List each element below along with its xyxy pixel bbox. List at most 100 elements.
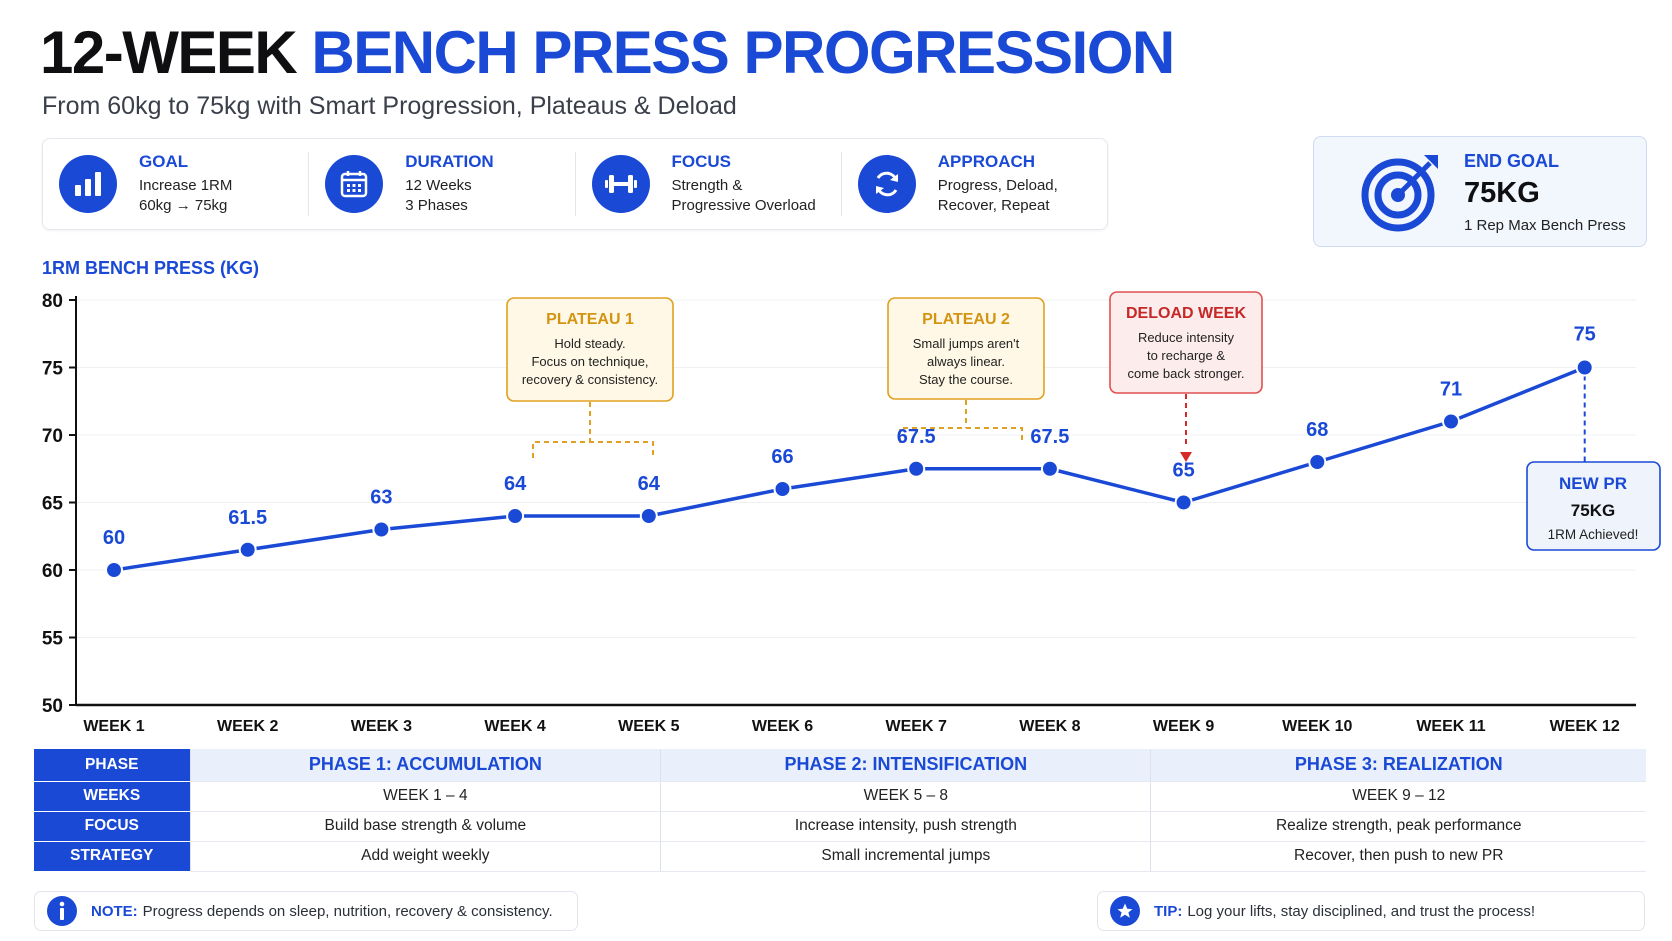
phase-2-weeks: WEEK 5 – 8 [660,781,1151,812]
data-label: 67.5 [897,426,936,448]
info-approach: APPROACH Progress, Deload, Recover, Repe… [842,152,1107,216]
x-tick-label: WEEK 9 [1153,718,1214,735]
row-header-strategy: STRATEGY [34,841,190,872]
plateau-1-text: Hold steady. [554,336,625,351]
tip-text: Log your lifts, stay disciplined, and tr… [1187,902,1536,920]
data-label: 65 [1172,460,1194,482]
data-label: 61.5 [228,507,267,529]
phase-3-focus: Realize strength, peak performance [1150,811,1646,842]
y-tick-label: 50 [42,696,63,717]
new-pr-text: 1RM Achieved! [1548,527,1639,542]
x-tick-label: WEEK 1 [83,718,144,735]
info-goal-line2: 60kg → 75kg [139,197,228,214]
x-tick-label: WEEK 5 [618,718,679,735]
end-goal-card: END GOAL 75KG 1 Rep Max Bench Press [1313,136,1647,247]
bar-chart-icon [59,155,117,213]
plateau-2-text: always linear. [927,354,1005,369]
row-header-phase: PHASE [34,749,190,782]
data-label: 64 [504,473,527,495]
info-focus-label: FOCUS [671,152,732,171]
info-focus: FOCUS Strength & Progressive Overload [576,152,842,216]
data-point [907,459,926,478]
data-point [238,540,257,559]
deload-box [1109,291,1263,394]
x-tick-label: WEEK 8 [1019,718,1080,735]
phase-1-weeks: WEEK 1 – 4 [189,781,661,812]
page-subtitle: From 60kg to 75kg with Smart Progression… [42,92,737,120]
series-line [113,365,1586,572]
phase-1-name: PHASE 1: ACCUMULATION [189,749,661,782]
row-header-focus: FOCUS [34,811,190,842]
info-focus-line1: Strength & [671,177,743,194]
x-tick-label: WEEK 6 [752,718,813,735]
data-label: 64 [638,473,661,495]
info-approach-label: APPROACH [937,152,1036,171]
deload-text: to recharge & [1147,348,1225,363]
info-duration-line2: 3 Phases [405,197,468,214]
y-tick-label: 70 [42,426,63,447]
phase-3-weeks: WEEK 9 – 12 [1150,781,1646,812]
data-label: 71 [1440,379,1462,401]
new-pr-box [1526,461,1661,551]
focus-row: FOCUS Build base strength & volume Incre… [34,811,1646,842]
deload-text: Reduce intensity [1138,330,1235,345]
end-goal-value: 75KG [1464,177,1540,209]
data-point [773,480,792,498]
info-approach-line2: Recover, Repeat [937,197,1050,214]
row-header-weeks: WEEKS [34,781,190,812]
plateau-1-box [506,297,674,402]
star-icon [1110,896,1140,926]
plateau-2-connector [899,400,1023,443]
info-focus-line2: Progressive Overload [671,197,816,214]
info-goal: GOAL Increase 1RM 60kg → 75kg [43,152,310,216]
x-tick-label: WEEK 12 [1550,718,1620,735]
x-tick-label: WEEK 7 [886,718,947,735]
info-duration-label: DURATION [405,152,494,171]
deload-arrow [1180,452,1192,462]
y-tick-label: 60 [42,561,63,582]
x-tick-label: WEEK 11 [1416,718,1485,735]
deload-title: DELOAD WEEK [1126,305,1246,322]
phase-1-focus: Build base strength & volume [189,811,661,842]
note-label: NOTE: [91,902,138,920]
phase-1-strategy: Add weight weekly [189,841,661,872]
info-goal-line1: Increase 1RM [139,177,233,194]
data-point [1308,453,1327,471]
data-point [372,520,391,539]
data-label: 66 [771,446,793,468]
dumbbell-icon [591,155,650,213]
phase-2-name: PHASE 2: INTENSIFICATION [660,749,1151,782]
chart-title: 1RM BENCH PRESS (KG) [42,258,260,278]
deload-text: come back stronger. [1127,366,1244,381]
y-tick-label: 65 [42,494,64,515]
note-text: Progress depends on sleep, nutrition, re… [142,902,553,920]
phase-3-name: PHASE 3: REALIZATION [1150,749,1646,782]
data-point [1174,493,1193,512]
plateau-1-connector [532,402,654,458]
tip-box: TIP: Log your lifts, stay disciplined, a… [1097,891,1645,931]
phase-3-strategy: Recover, then push to new PR [1150,841,1646,872]
plateau-2-box [887,297,1045,400]
note-box: NOTE: Progress depends on sleep, nutriti… [34,891,578,931]
target-icon [1361,155,1438,232]
data-point [1442,412,1460,431]
data-label: 60 [103,527,125,549]
info-duration: DURATION 12 Weeks 3 Phases [309,152,576,216]
data-point [105,561,123,579]
end-goal-label: END GOAL [1464,151,1560,171]
plateau-1-text: Focus on technique, [531,354,648,369]
x-tick-label: WEEK 4 [484,718,545,735]
data-label: 68 [1306,419,1328,441]
info-icon [47,896,77,926]
plateau-2-title: PLATEAU 2 [922,311,1010,328]
data-point [506,507,525,525]
end-goal-sub: 1 Rep Max Bench Press [1464,217,1626,234]
page-title: 12-WEEK BENCH PRESS PROGRESSION [40,18,1175,87]
data-label: 63 [370,487,392,509]
new-pr-title: NEW PR [1559,474,1627,493]
phase-2-focus: Increase intensity, push strength [660,811,1151,842]
phase-2-strategy: Small incremental jumps [660,841,1151,872]
data-point [1575,358,1594,377]
y-tick-label: 55 [42,629,64,650]
data-label: 75 [1574,324,1596,346]
